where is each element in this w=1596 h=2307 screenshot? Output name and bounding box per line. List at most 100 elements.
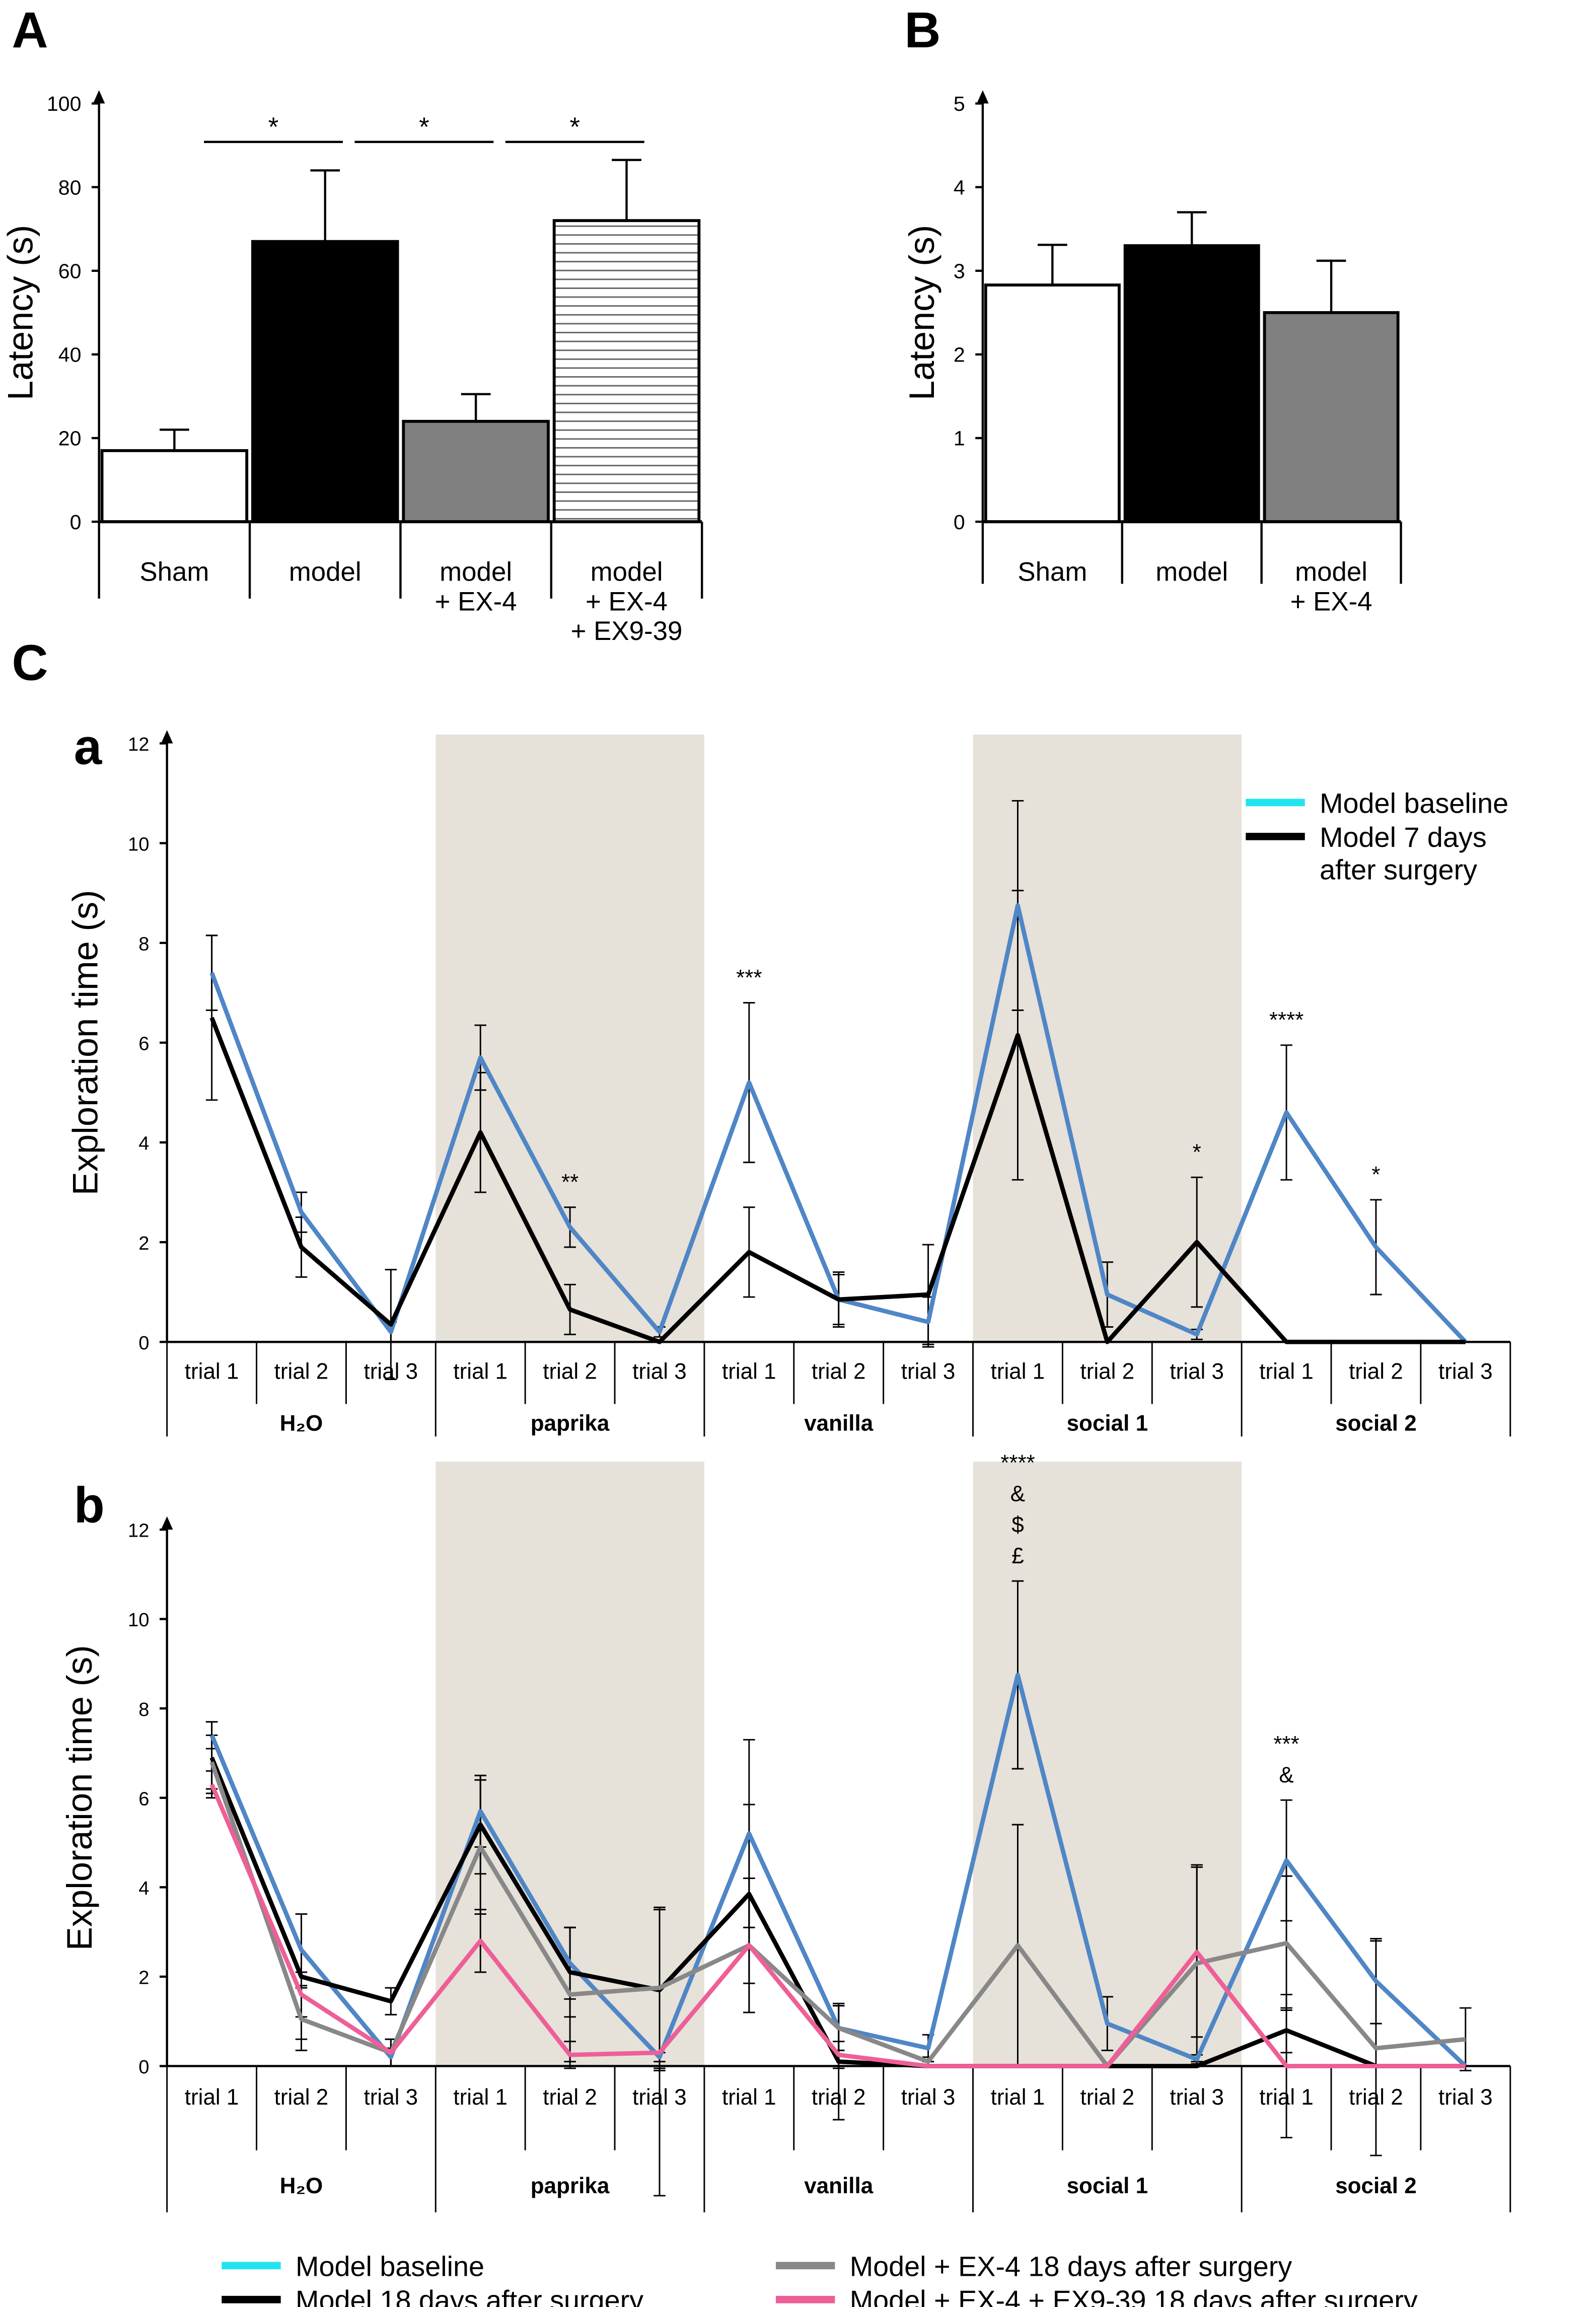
group-label: paprika (531, 2174, 610, 2198)
y-tick-label: 4 (138, 1133, 149, 1155)
x-tick-label: trial 3 (632, 1359, 687, 1384)
category-label: model + EX-4 (1290, 557, 1372, 617)
x-tick-label: trial 1 (185, 2085, 239, 2110)
x-tick-label: trial 3 (901, 2085, 956, 2110)
group-label: social 1 (1067, 2174, 1148, 2198)
y-tick-label: 100 (47, 92, 82, 115)
axis-arrow (977, 90, 989, 104)
axis-arrow (161, 730, 173, 744)
significance-label: * (570, 112, 581, 142)
x-tick-label: trial 2 (543, 2085, 597, 2110)
group-label: H₂O (280, 2174, 323, 2198)
legend-label: Model baseline (1320, 787, 1508, 819)
annotation: ** (561, 1170, 578, 1195)
axis-arrow (161, 1516, 173, 1530)
category-label: model (289, 557, 361, 587)
y-tick-label: 80 (58, 176, 82, 199)
bar (1123, 244, 1260, 524)
group-label: social 2 (1335, 2174, 1417, 2198)
y-tick-label: 0 (954, 511, 965, 534)
category-label: Sham (139, 557, 209, 587)
shaded-region (973, 734, 1242, 1342)
bar (251, 240, 399, 524)
y-axis-label: Exploration time (s) (59, 1645, 99, 1951)
x-tick-label: trial 1 (453, 2085, 507, 2110)
annotation: *** & (1273, 1732, 1299, 1787)
bar (1263, 311, 1400, 524)
bar (552, 219, 701, 524)
series-line (209, 1017, 1466, 1344)
panel-letter: b (74, 1477, 105, 1533)
x-tick-label: trial 1 (453, 1359, 507, 1384)
x-tick-label: trial 3 (1438, 2085, 1493, 2110)
bar (402, 419, 550, 524)
x-tick-label: trial 2 (1349, 1359, 1403, 1384)
x-tick-label: trial 1 (991, 2085, 1045, 2110)
panel-letter: A (12, 3, 48, 58)
legend-label: Model baseline (296, 2251, 484, 2282)
x-tick-label: trial 2 (274, 1359, 329, 1384)
x-tick-label: trial 2 (543, 1359, 597, 1384)
group-label: vanilla (804, 1411, 874, 1435)
legend-label: Model + EX-4 + EX9-39 18 days after surg… (850, 2285, 1418, 2307)
group-label: paprika (531, 1411, 610, 1435)
x-tick-label: trial 3 (1170, 2085, 1224, 2110)
y-tick-label: 4 (954, 176, 965, 199)
y-tick-label: 12 (128, 734, 149, 755)
y-tick-label: 8 (138, 933, 149, 955)
x-tick-label: trial 1 (722, 1359, 776, 1384)
x-tick-label: trial 1 (991, 1359, 1045, 1384)
series-line (209, 1761, 1466, 2068)
category-label: model (1155, 557, 1228, 587)
annotation: **** & $ £ (1000, 1451, 1035, 1568)
x-tick-label: trial 3 (901, 1359, 956, 1384)
shaded-region (436, 734, 704, 1342)
annotation: * (1193, 1140, 1201, 1165)
x-tick-label: trial 3 (1170, 1359, 1224, 1384)
bar (984, 283, 1121, 524)
panel-letter: B (904, 3, 940, 58)
y-tick-label: 0 (70, 511, 82, 534)
group-label: vanilla (804, 2174, 874, 2198)
y-tick-label: 6 (138, 1788, 149, 1810)
group-label: social 1 (1067, 1411, 1148, 1435)
category-label: model + EX-4 + EX9-39 (571, 557, 683, 646)
y-tick-label: 1 (954, 427, 965, 450)
y-tick-label: 3 (954, 259, 965, 282)
group-label: H₂O (280, 1411, 323, 1435)
y-tick-label: 2 (138, 1967, 149, 1989)
y-tick-label: 40 (58, 343, 82, 367)
y-tick-label: 2 (954, 343, 965, 367)
significance-label: * (419, 112, 429, 142)
annotation: *** (736, 965, 762, 990)
y-tick-label: 12 (128, 1520, 149, 1542)
y-tick-label: 0 (138, 1332, 149, 1354)
legend-label: Model 7 days after surgery (1320, 822, 1487, 886)
legend-label: Model 18 days after surgery (296, 2285, 643, 2307)
y-tick-label: 10 (128, 833, 149, 855)
y-tick-label: 20 (58, 427, 82, 450)
y-tick-label: 6 (138, 1033, 149, 1055)
legend-label: Model + EX-4 18 days after surgery (850, 2251, 1292, 2282)
x-tick-label: trial 2 (1080, 1359, 1135, 1384)
x-tick-label: trial 3 (364, 2085, 418, 2110)
series-line (209, 1783, 1466, 2068)
axis-arrow (93, 90, 105, 104)
y-axis-label: Exploration time (s) (65, 890, 105, 1195)
series-line (209, 1757, 1466, 2068)
category-label: model + EX-4 (435, 557, 517, 617)
x-tick-label: trial 2 (1080, 2085, 1135, 2110)
y-axis-label: Latency (s) (1, 225, 40, 400)
y-tick-label: 4 (138, 1878, 149, 1899)
x-tick-label: trial 1 (185, 1359, 239, 1384)
group-label: social 2 (1335, 1411, 1417, 1435)
x-tick-label: trial 2 (274, 2085, 329, 2110)
y-tick-label: 8 (138, 1699, 149, 1720)
y-tick-label: 60 (58, 259, 82, 282)
annotation: **** (1269, 1008, 1304, 1033)
significance-label: * (268, 112, 279, 142)
x-tick-label: trial 1 (722, 2085, 776, 2110)
y-tick-label: 10 (128, 1609, 149, 1631)
y-tick-label: 2 (138, 1233, 149, 1254)
